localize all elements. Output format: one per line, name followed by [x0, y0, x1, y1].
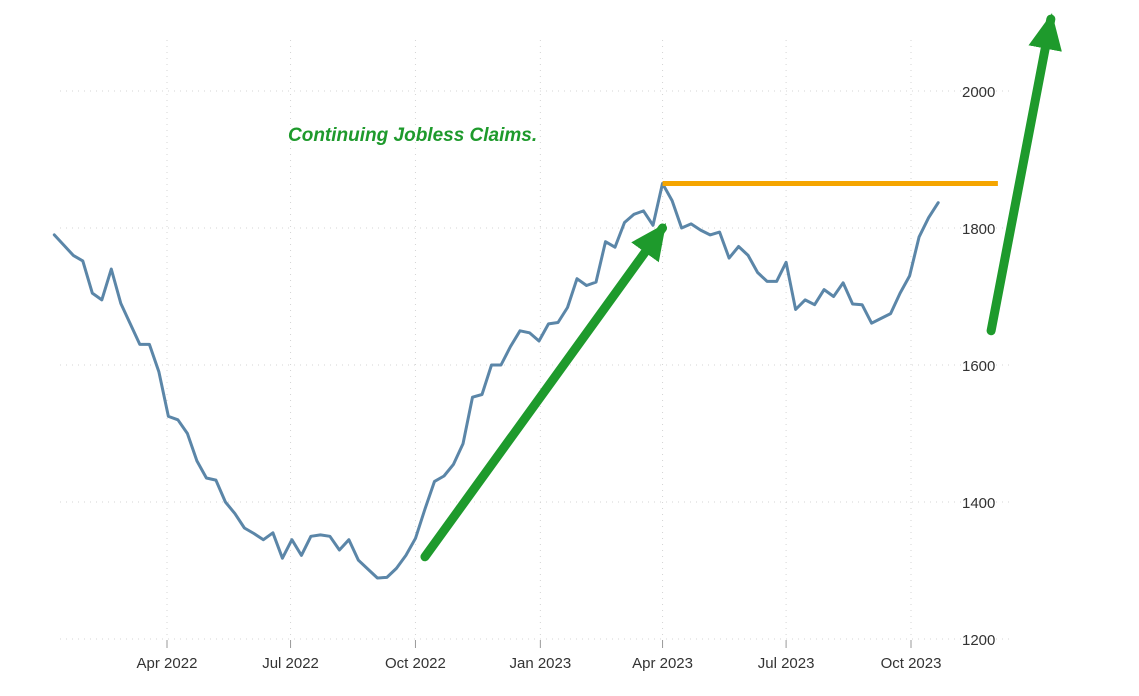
y-tick-label: 1200: [962, 632, 995, 649]
x-tick-label: Apr 2023: [632, 655, 693, 672]
y-tick-label: 1600: [962, 358, 995, 375]
series-line: [52, 182, 940, 580]
x-tick-label: Apr 2022: [137, 655, 198, 672]
x-tick-label: Oct 2023: [881, 655, 942, 672]
chart-annotation-text: Continuing Jobless Claims.: [288, 125, 537, 146]
annotations: Continuing Jobless Claims.: [288, 13, 1062, 562]
trend-arrow: [986, 13, 1062, 336]
series: [52, 182, 940, 580]
y-tick-label: 1400: [962, 495, 995, 512]
axes: 1200 1400 1600 1800 2000 Apr 2022 Jul 2022 Oct …: [137, 84, 996, 672]
trend-arrow: [420, 223, 668, 562]
x-tick-label: Oct 2022: [385, 655, 446, 672]
x-tick-label: Jul 2023: [758, 655, 815, 672]
grid: [60, 40, 1010, 640]
x-tick-label: Jul 2022: [262, 655, 319, 672]
y-tick-label: 1800: [962, 221, 995, 238]
x-tick-label: Jan 2023: [509, 655, 571, 672]
y-tick-label: 2000: [962, 84, 995, 101]
